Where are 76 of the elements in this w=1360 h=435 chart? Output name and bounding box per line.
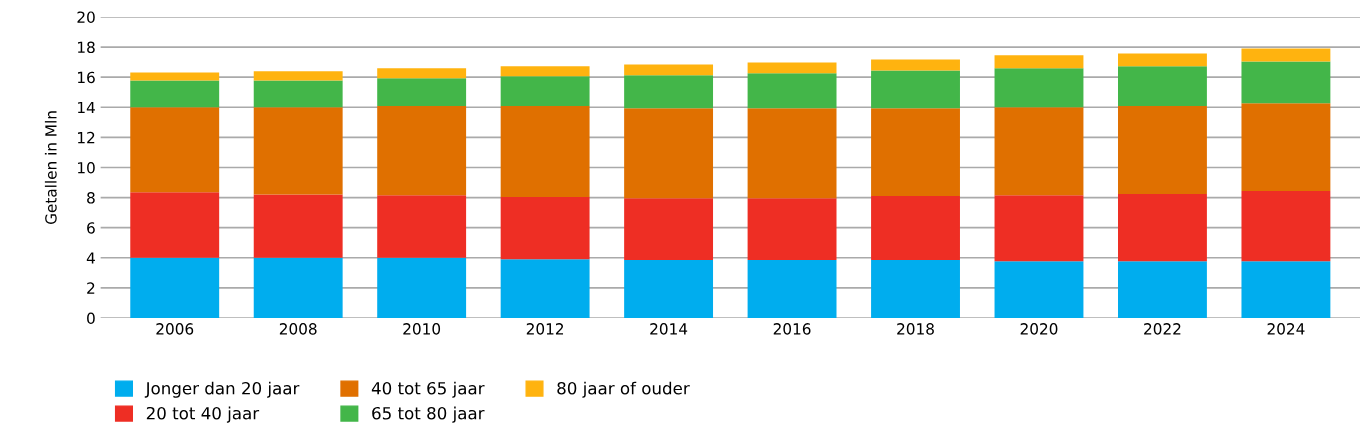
legend-label: 20 tot 40 jaar (146, 406, 260, 423)
bar (1241, 48, 1331, 62)
x-tick-label: 2006 (156, 323, 194, 335)
bar (253, 71, 343, 81)
bar (253, 80, 343, 108)
legend-label: 65 tot 80 jaar (372, 406, 485, 423)
y-tick-label: 14 (78, 101, 95, 114)
bar (500, 76, 590, 107)
bar (1241, 103, 1331, 191)
bar (500, 106, 590, 197)
x-tick-label: 2014 (650, 323, 688, 335)
y-tick-label: 8 (87, 192, 95, 204)
bar (253, 257, 343, 318)
x-tick-label: 2024 (1267, 323, 1305, 335)
x-tick-label: 2008 (279, 323, 317, 335)
bar (871, 108, 960, 197)
bar (377, 106, 467, 196)
x-tick-label: 2020 (1020, 323, 1058, 335)
bar (871, 196, 960, 261)
x-tick-label: 2022 (1144, 323, 1181, 335)
y-axis-title: Getallen in Mln (44, 111, 57, 225)
y-tick-label: 10 (78, 161, 95, 174)
bar (1241, 190, 1331, 262)
y-tick-label: 2 (87, 282, 95, 294)
bar (500, 259, 590, 318)
y-tick-label: 6 (87, 222, 95, 234)
bar (377, 257, 467, 318)
bar (130, 107, 220, 193)
legend-label: 80 jaar of ouder (557, 381, 690, 398)
bar (994, 195, 1084, 262)
bar (1118, 261, 1207, 318)
bar (1241, 61, 1331, 104)
bar (624, 75, 714, 109)
bar (500, 66, 590, 77)
bar (747, 198, 837, 261)
y-tick-label: 16 (78, 71, 95, 84)
bar (624, 64, 714, 76)
bar (624, 108, 714, 199)
bar (994, 107, 1084, 196)
y-tick-label: 4 (86, 252, 95, 264)
bar (130, 192, 220, 258)
x-tick-label: 2018 (897, 323, 934, 335)
y-tick-label: 12 (78, 131, 95, 144)
bar (1241, 261, 1331, 318)
bar (994, 55, 1084, 69)
bar (1118, 106, 1207, 194)
y-tick-label: 20 (77, 11, 95, 23)
x-tick-label: 2016 (773, 323, 811, 335)
bar (624, 260, 714, 318)
bar (500, 196, 590, 260)
bar (130, 80, 220, 108)
bar (253, 107, 343, 195)
bar (747, 108, 837, 199)
bar (747, 73, 837, 109)
bar (747, 260, 837, 318)
bar (994, 68, 1084, 108)
bar (747, 62, 837, 74)
bar (871, 70, 960, 109)
bar (377, 195, 467, 258)
x-tick-label: 2012 (526, 323, 564, 335)
bar (377, 78, 467, 107)
bar (871, 260, 960, 318)
bar (871, 59, 960, 71)
bar (1118, 66, 1207, 107)
bar (624, 198, 714, 261)
bar (377, 68, 467, 79)
y-tick-label: 18 (78, 41, 95, 54)
legend-label: Jonger dan 20 jaar (144, 381, 300, 398)
legend-label: 40 tot 65 jaar (371, 381, 485, 398)
bar (253, 194, 343, 258)
y-tick-label: 0 (87, 312, 95, 325)
bar (994, 261, 1084, 318)
bar (1118, 193, 1207, 262)
bar (1118, 53, 1207, 67)
x-tick-label: 2010 (403, 323, 441, 335)
bar (130, 257, 220, 318)
